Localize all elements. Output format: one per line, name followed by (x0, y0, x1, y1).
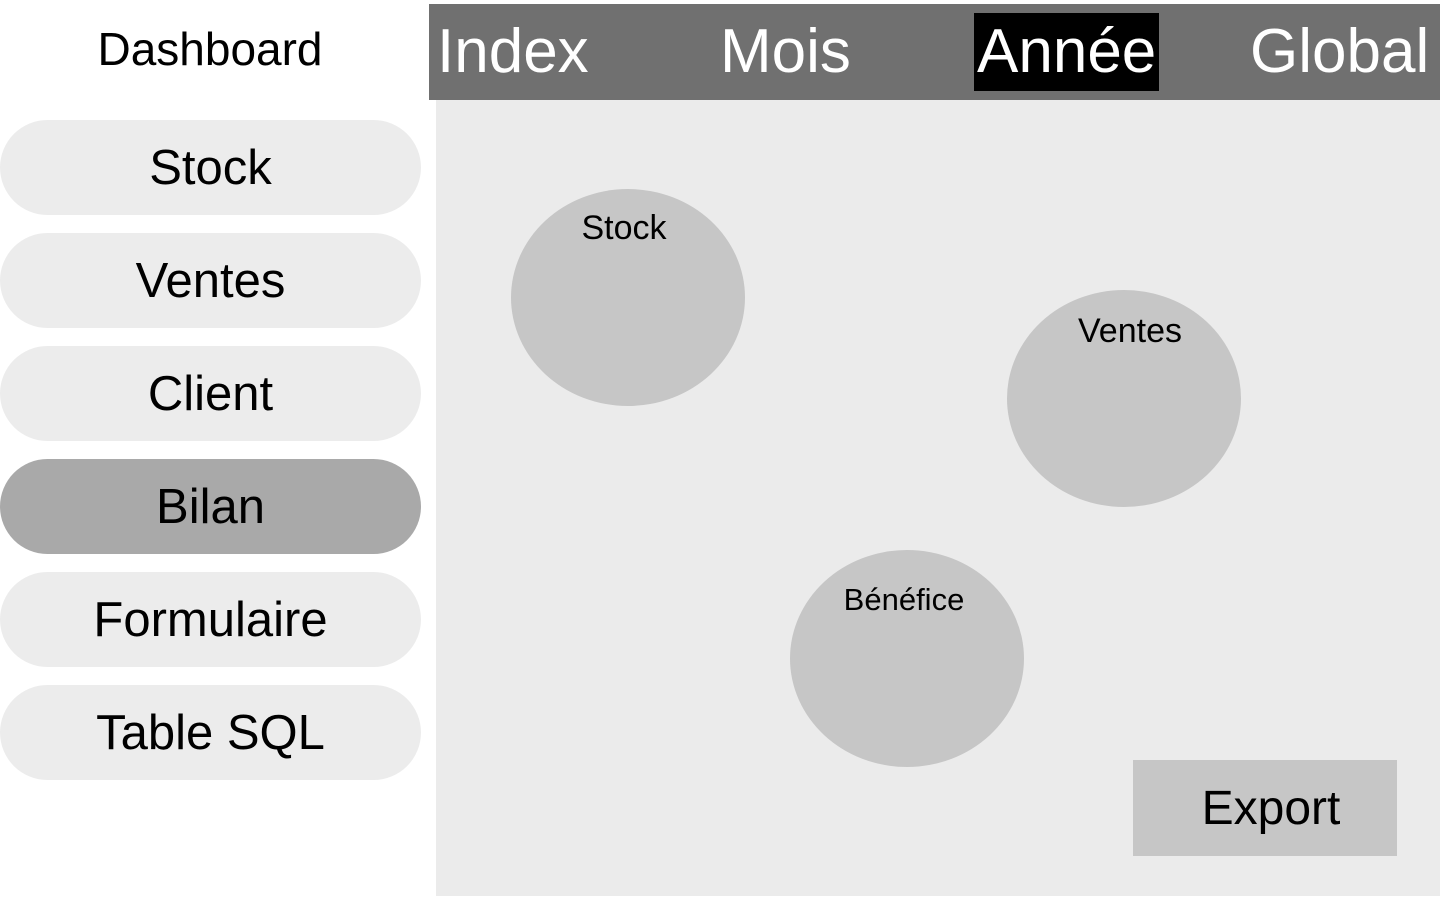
export-button[interactable]: Export (1133, 760, 1397, 856)
sidebar-item-label: Client (147, 366, 274, 421)
sidebar-item-label: Stock (149, 140, 272, 195)
kpi-circle-stock: Stock (511, 189, 745, 406)
kpi-label: Stock (581, 209, 667, 247)
kpi-circle-ventes: Ventes (1007, 290, 1241, 507)
sidebar-item-label: Ventes (135, 253, 286, 308)
sidebar-item-label: Bilan (156, 479, 265, 534)
sidebar-item-bilan[interactable]: Bilan (0, 459, 421, 554)
tab-global[interactable]: Global (1250, 17, 1430, 86)
sidebar-item-label: Table SQL (96, 705, 325, 760)
main-content-panel: Stock Ventes Bénéfice Export (436, 100, 1440, 896)
tab-annee[interactable]: Année (974, 13, 1160, 91)
export-button-label: Export (1201, 781, 1341, 835)
sidebar-item-formulaire[interactable]: Formulaire (0, 572, 421, 667)
tab-index[interactable]: Index (437, 17, 589, 86)
app-title: Dashboard (97, 23, 323, 75)
tab-mois[interactable]: Mois (720, 17, 851, 86)
sidebar-item-client[interactable]: Client (0, 346, 421, 441)
sidebar-item-label: Formulaire (93, 592, 328, 647)
kpi-label: Ventes (1078, 312, 1182, 350)
kpi-circle-benefice: Bénéfice (790, 550, 1024, 767)
sidebar-item-stock[interactable]: Stock (0, 120, 421, 215)
kpi-label: Bénéfice (843, 582, 965, 617)
top-tab-bar: Index Mois Année Global (429, 4, 1440, 100)
sidebar-item-table-sql[interactable]: Table SQL (0, 685, 421, 780)
sidebar-item-ventes[interactable]: Ventes (0, 233, 421, 328)
